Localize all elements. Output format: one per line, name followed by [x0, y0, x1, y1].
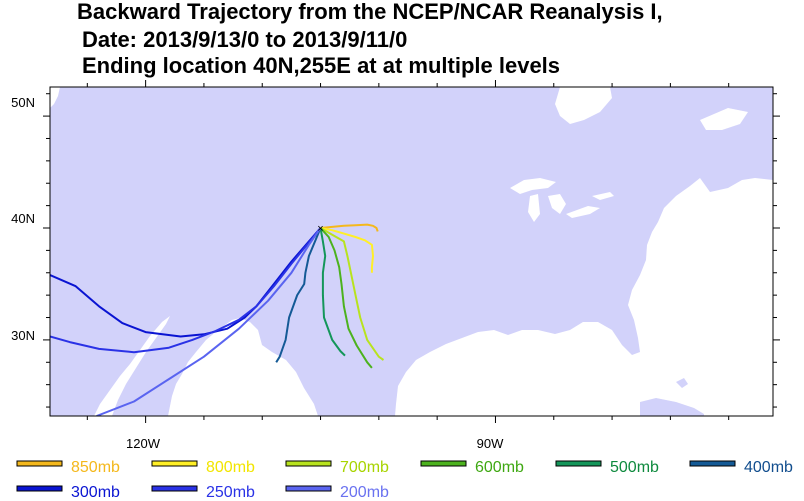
legend: 850mb 800mb 700mb 600mb 500mb 400mb 300mb 250mb…	[16, 459, 793, 501]
trajectory-400mb	[275, 227, 322, 363]
trajectory-800mb	[320, 227, 374, 273]
cuba-island	[640, 398, 704, 416]
legend-label-800mb: 800mb	[206, 459, 255, 476]
trajectory-600mb	[319, 227, 373, 369]
bahamas-islands	[676, 378, 688, 388]
legend-swatch-400mb	[689, 460, 736, 467]
map-frame	[49, 86, 774, 417]
trajectory-700mb	[320, 227, 385, 361]
axis-ticks	[43, 80, 780, 423]
end-location-marker: ×	[317, 223, 323, 235]
legend-label-300mb: 300mb	[71, 484, 120, 501]
hudson-bay	[555, 87, 612, 124]
legend-swatch-800mb	[151, 460, 198, 467]
legend-swatch-250mb	[151, 485, 198, 492]
great-lakes	[510, 178, 614, 222]
end-location-x-marker: ×	[317, 223, 323, 235]
x-tick-label-90w: 90W	[477, 436, 504, 451]
trajectory-850mb	[320, 223, 379, 232]
legend-label-200mb: 200mb	[340, 484, 389, 501]
legend-label-850mb: 850mb	[71, 459, 120, 476]
gulf-of-st-lawrence	[700, 108, 748, 130]
y-tick-label-50n: 50N	[11, 95, 35, 110]
legend-swatch-200mb	[285, 485, 332, 492]
legend-label-500mb: 500mb	[610, 459, 659, 476]
y-tick-label-30n: 30N	[11, 328, 35, 343]
map-title-line-1: Backward Trajectory from the NCEP/NCAR R…	[77, 0, 663, 24]
trajectory-200mb	[96, 227, 322, 416]
map-title-line-2: Date: 2013/9/13/0 to 2013/9/11/0	[82, 27, 408, 52]
trajectory-500mb	[319, 227, 346, 357]
legend-swatch-700mb	[285, 460, 332, 467]
legend-swatch-850mb	[16, 460, 63, 467]
legend-label-600mb: 600mb	[475, 459, 524, 476]
map-title-line-3: Ending location 40N,255E at at multiple …	[82, 53, 561, 78]
map-plot-area: ×	[50, 87, 773, 416]
legend-swatch-300mb	[16, 485, 63, 492]
legend-label-700mb: 700mb	[340, 459, 389, 476]
axis-tick-labels: 50N 40N 30N 120W 90W	[11, 95, 504, 451]
legend-swatch-600mb	[420, 460, 467, 467]
legend-label-250mb: 250mb	[206, 484, 255, 501]
trajectory-lines	[50, 223, 385, 416]
legend-label-400mb: 400mb	[744, 459, 793, 476]
y-tick-label-40n: 40N	[11, 211, 35, 226]
legend-swatch-500mb	[555, 460, 602, 467]
x-tick-label-120w: 120W	[126, 436, 161, 451]
trajectory-250mb	[50, 227, 322, 354]
pacific-northwest-coast	[50, 87, 60, 108]
north-america-land	[50, 87, 773, 416]
